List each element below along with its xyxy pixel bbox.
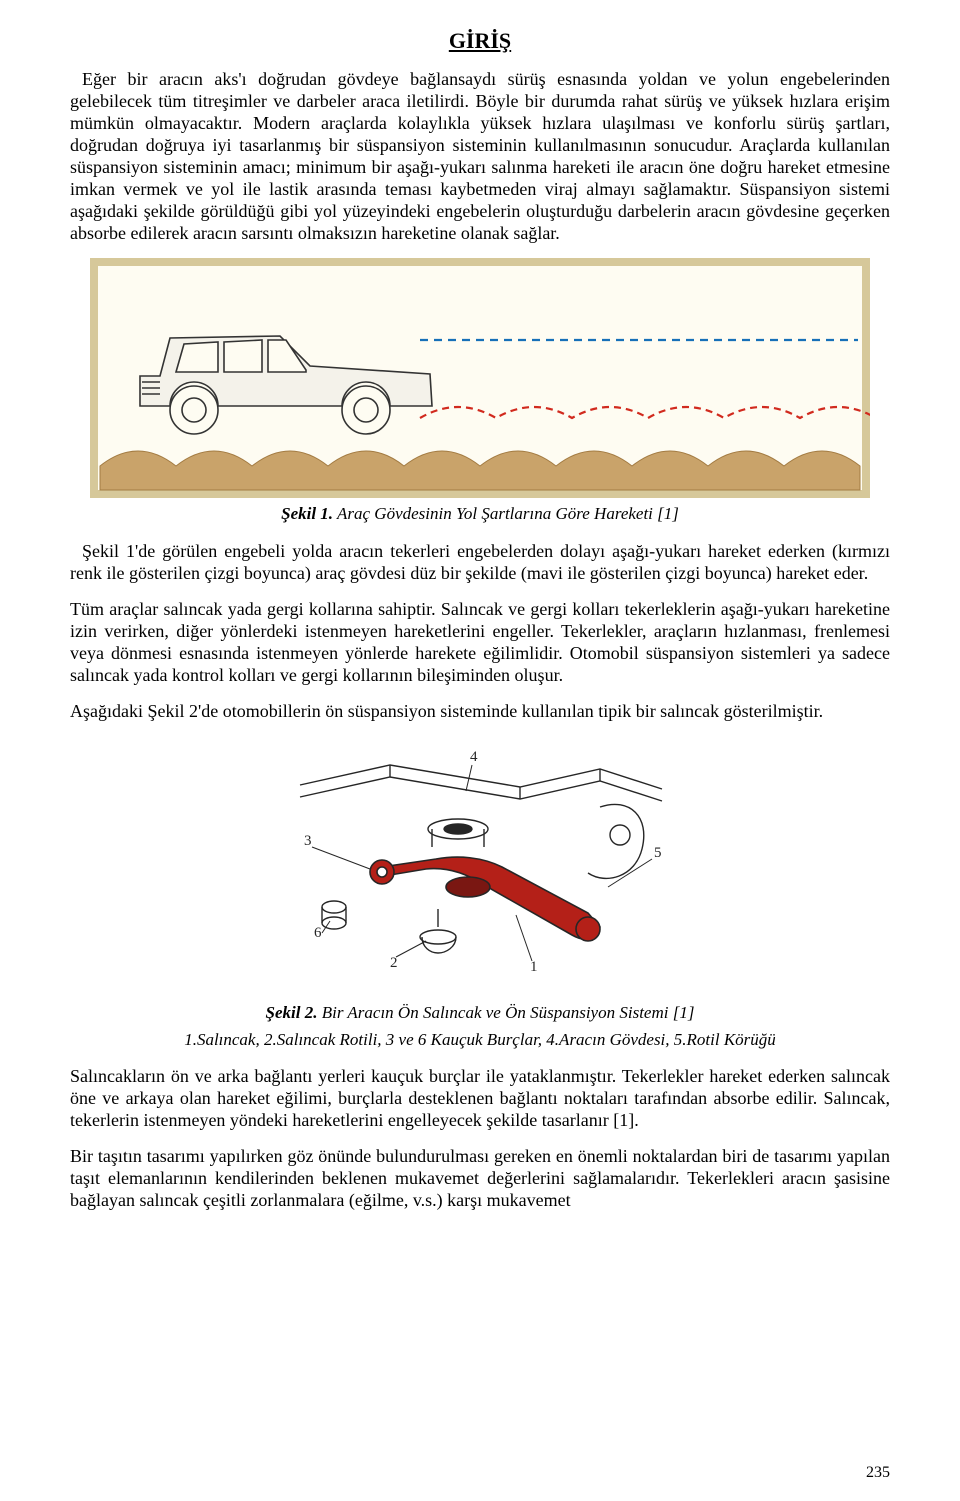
page-title: GİRİŞ	[70, 28, 890, 55]
callout-3: 3	[304, 833, 312, 849]
figure-1-caption-text: Araç Gövdesinin Yol Şartlarına Göre Hare…	[333, 504, 679, 523]
figure-2-label: Şekil 2.	[266, 1003, 318, 1022]
callout-4: 4	[470, 749, 478, 765]
callout-6: 6	[314, 925, 322, 941]
callout-1: 1	[530, 959, 538, 975]
figure-2-subcaption: 1.Salıncak, 2.Salıncak Rotili, 3 ve 6 Ka…	[70, 1030, 890, 1051]
vehicle-road-diagram	[90, 258, 870, 498]
paragraph-5: Salıncakların ön ve arka bağlantı yerler…	[70, 1066, 890, 1132]
figure-2: 4 3 2 1 5 6	[70, 737, 890, 997]
intro-paragraph: Eğer bir aracın aks'ı doğrudan gövdeye b…	[70, 69, 890, 245]
paragraph-6: Bir taşıtın tasarımı yapılırken göz önün…	[70, 1146, 890, 1212]
callout-5: 5	[654, 845, 662, 861]
figure-2-caption: Şekil 2. Bir Aracın Ön Salıncak ve Ön Sü…	[70, 1003, 890, 1024]
figure-2-caption-text: Bir Aracın Ön Salıncak ve Ön Süspansiyon…	[317, 1003, 694, 1022]
paragraph-3: Tüm araçlar salıncak yada gergi kolların…	[70, 599, 890, 687]
figure-1	[70, 258, 890, 498]
page-number: 235	[866, 1463, 890, 1483]
figure-1-caption: Şekil 1. Araç Gövdesinin Yol Şartlarına …	[70, 504, 890, 525]
document-page: GİRİŞ Eğer bir aracın aks'ı doğrudan göv…	[0, 0, 960, 1501]
figure-1-label: Şekil 1.	[281, 504, 333, 523]
callout-2: 2	[390, 955, 398, 971]
paragraph-4: Aşağıdaki Şekil 2'de otomobillerin ön sü…	[70, 701, 890, 723]
control-arm-diagram: 4 3 2 1 5 6	[270, 737, 690, 997]
paragraph-2: Şekil 1'de görülen engebeli yolda aracın…	[70, 541, 890, 585]
